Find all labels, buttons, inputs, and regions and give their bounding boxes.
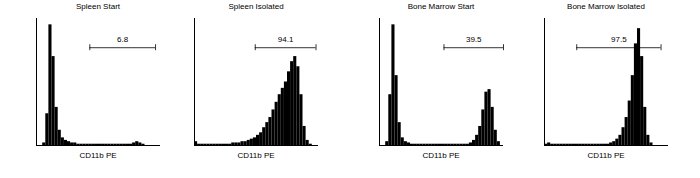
html-text:Bone Marrow Start: Bone Marrow Start	[407, 2, 475, 11]
html-text:Spleen Start: Spleen Start	[76, 2, 120, 11]
svg-text:97.5: 97.5	[611, 35, 627, 44]
svg-text:94.1: 94.1	[278, 35, 294, 44]
svg-text:6.8: 6.8	[117, 35, 129, 44]
html-text:CD11b PE: CD11b PE	[587, 151, 625, 160]
html-text:Bone Marrow Isolated: Bone Marrow Isolated	[567, 2, 645, 11]
html-text:CD11b PE: CD11b PE	[79, 151, 117, 160]
html-text:Spleen Isolated: Spleen Isolated	[228, 2, 284, 11]
html-text:CD11b PE: CD11b PE	[237, 151, 275, 160]
svg-text:39.5: 39.5	[466, 35, 482, 44]
html-text:CD11b PE: CD11b PE	[422, 151, 460, 160]
